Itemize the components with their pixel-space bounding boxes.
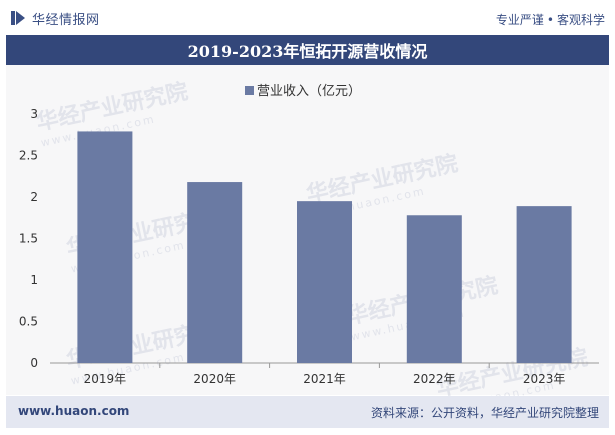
legend-label: 营业收入（亿元） [257, 84, 361, 99]
y-tick-label: 0 [30, 356, 38, 370]
x-tick-label: 2020年 [193, 372, 236, 386]
y-tick-label: 2.5 [19, 149, 38, 163]
top-header: 华经情报网 专业严谨 • 客观科学 [0, 0, 615, 34]
y-tick-label: 0.5 [19, 315, 38, 329]
y-tick-label: 1 [30, 273, 38, 287]
brand-name: 华经情报网 [32, 12, 100, 28]
x-tick-label: 2023年 [523, 372, 566, 386]
brand-icon [11, 11, 25, 25]
bar-2020年 [187, 182, 243, 363]
y-tick-label: 3 [30, 107, 38, 121]
slogan-left: 专业严谨 [495, 13, 544, 27]
footer-url[interactable]: www.huaon.com [18, 404, 130, 418]
chart-title-bar: 2019-2023年恒拓开源营收情况 [6, 35, 609, 65]
footer-source: 资料来源：公开资料，华经产业研究院整理 [370, 406, 599, 420]
y-tick-label: 1.5 [19, 232, 38, 246]
chart-area: 华经产业研究院 www.huaon.com 华经产业研究院 www.huaon.co… [6, 65, 609, 416]
brand-logo[interactable]: 华经情报网 [10, 9, 100, 28]
x-tick-label: 2019年 [84, 372, 127, 386]
bar-2022年 [406, 215, 462, 363]
slogan-separator: • [546, 13, 554, 27]
bar-2023年 [516, 206, 572, 363]
bar-2019年 [77, 131, 133, 363]
footer: www.huaon.com 资料来源：公开资料，华经产业研究院整理 [6, 396, 609, 428]
y-tick-label: 2 [30, 190, 38, 204]
x-tick-label: 2022年 [413, 372, 456, 386]
x-tick-label: 2021年 [303, 372, 346, 386]
bar-chart: 营业收入（亿元） 0 0.5 1 1.5 2 2.5 3 2019年 2020年 2021年 2022… [19, 84, 599, 386]
legend-swatch [245, 86, 254, 95]
slogan: 专业严谨 • 客观科学 [496, 11, 605, 28]
slogan-right: 客观科学 [556, 13, 605, 27]
chart-title: 2019-2023年恒拓开源营收情况 [187, 42, 428, 61]
bar-2021年 [297, 201, 352, 363]
